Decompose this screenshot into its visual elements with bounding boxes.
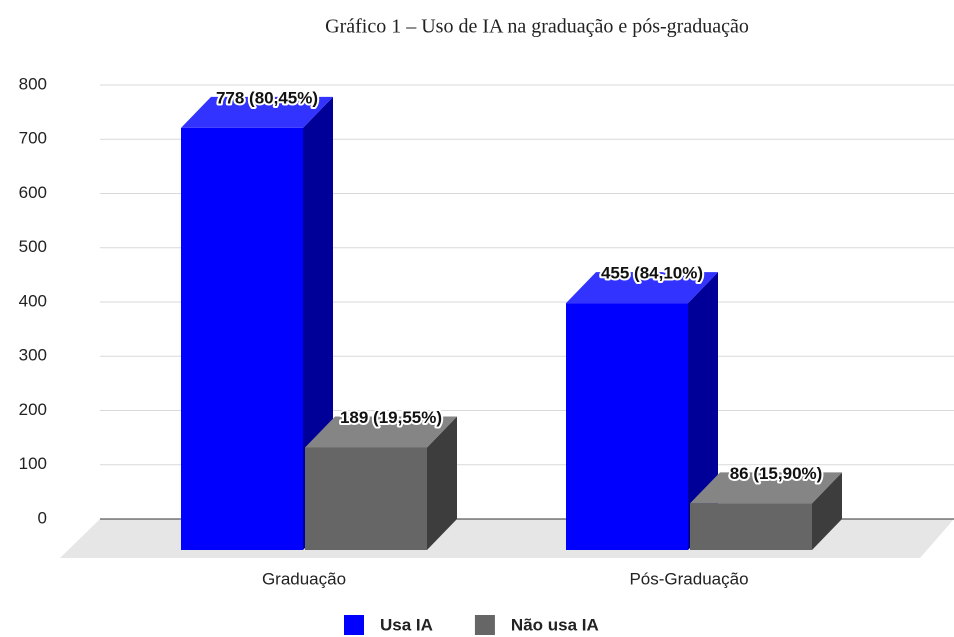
bar-top — [690, 472, 842, 504]
bar-top — [181, 96, 333, 128]
y-tick-label: 600 — [19, 183, 47, 202]
bar-side — [812, 472, 842, 550]
legend-swatch — [344, 615, 364, 635]
bar-side — [688, 272, 718, 550]
y-tick-label: 200 — [19, 400, 47, 419]
value-label: 86 (15,90%) — [730, 464, 823, 483]
y-tick-label: 400 — [19, 291, 47, 310]
bar-top — [566, 272, 718, 304]
legend-label: Usa IA — [380, 615, 433, 634]
y-tick-label: 700 — [19, 129, 47, 148]
y-tick-label: 0 — [38, 508, 47, 527]
chart-title: Gráfico 1 – Uso de IA na graduação e pós… — [325, 16, 749, 38]
bar-top — [305, 416, 457, 448]
bar — [690, 503, 812, 550]
bar — [181, 127, 303, 550]
y-tick-label: 100 — [19, 454, 47, 473]
bar — [566, 303, 688, 550]
legend-swatch — [474, 615, 495, 635]
value-label: 455 (84,10%) — [601, 264, 703, 283]
x-tick-label: Graduação — [262, 569, 346, 588]
legend-label: Não usa IA — [511, 615, 599, 634]
bar — [305, 447, 427, 550]
value-label: 189 (19,55%) — [340, 408, 442, 427]
y-tick-label: 800 — [19, 74, 47, 93]
bar-side — [427, 416, 457, 550]
y-tick-label: 500 — [19, 237, 47, 256]
x-tick-label: Pós-Graduação — [629, 569, 748, 588]
value-label: 778 (80,45%) — [216, 88, 318, 107]
y-tick-label: 300 — [19, 346, 47, 365]
